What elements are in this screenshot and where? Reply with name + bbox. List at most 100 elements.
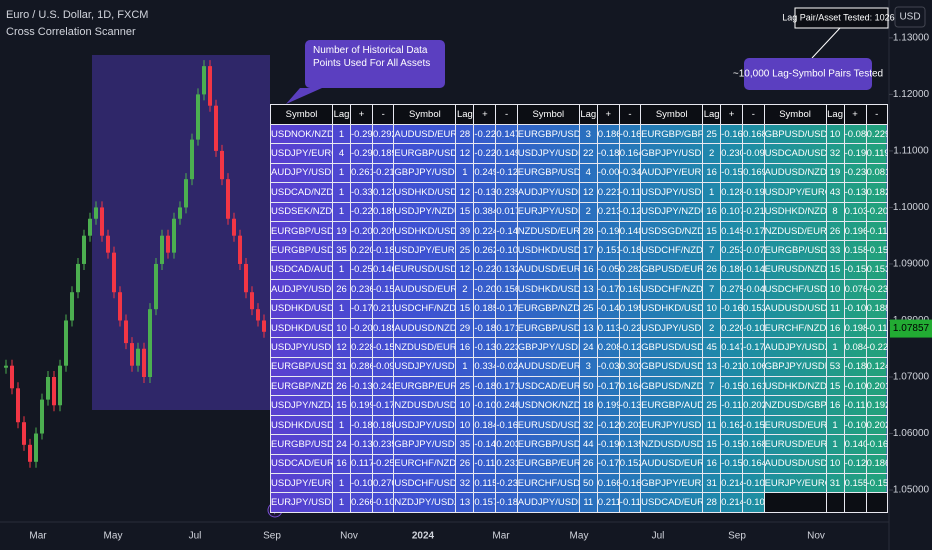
table-cell: EURGBP/AUDJPY <box>640 395 704 416</box>
table-cell: 28 <box>455 123 475 145</box>
table-cell: 0.196 <box>843 220 867 242</box>
table-cell: -0.171 <box>596 376 620 397</box>
table-cell: 12 <box>455 182 475 203</box>
table-cell: EURUSD/USDCAD <box>516 414 580 436</box>
column-header: Symbol <box>270 104 333 125</box>
table-cell: 12 <box>455 259 475 281</box>
callout-tail <box>286 88 322 104</box>
table-cell: EURGBP/USDSGD <box>516 162 580 184</box>
table-cell: 0.202 <box>865 414 888 436</box>
table-cell: -0.102 <box>742 492 765 513</box>
table-cell: 50 <box>578 473 598 494</box>
candle <box>100 207 104 236</box>
table-cell: 10 <box>455 395 475 416</box>
table-cell: USDCAD/NZDJPY <box>270 182 333 203</box>
table-cell: 7 <box>702 376 722 397</box>
table-cell: 1 <box>825 434 845 455</box>
table-cell: 0.185 <box>473 298 497 319</box>
table-cell: 28 <box>702 492 722 513</box>
table-cell: -0.222 <box>618 317 642 339</box>
currency-label[interactable]: USD <box>899 12 920 23</box>
table-cell: 18 <box>578 395 598 416</box>
table-cell: 0.084 <box>843 337 867 358</box>
table-cell: 15 <box>702 434 722 455</box>
table-cell: USDNOK/NZDJPY <box>270 123 333 145</box>
table-row: USDCAD/EURCHF160.117-0.255EURCHF/NZDJPY2… <box>270 453 888 475</box>
table-cell: NZDUSD/EURCHF <box>763 220 827 242</box>
callout-line <box>811 27 841 59</box>
table-cell-empty <box>865 492 888 513</box>
column-header: + <box>596 104 620 125</box>
table-cell: 0.158 <box>843 240 867 261</box>
table-cell: 11 <box>825 298 845 319</box>
table-cell: USDJPY/EURGBP <box>270 143 333 164</box>
table-cell: USDHKD/USDSGD <box>270 317 333 339</box>
table-cell: 1 <box>825 337 845 358</box>
table-cell: 0.103 <box>843 201 867 222</box>
candle <box>184 179 188 208</box>
table-cell: -0.120 <box>495 162 518 184</box>
table-cell: -0.046 <box>742 279 765 300</box>
table-cell: -0.142 <box>495 220 518 242</box>
candle <box>190 139 194 180</box>
table-cell: -0.097 <box>742 143 765 164</box>
table-cell: 1 <box>332 162 351 184</box>
table-cell: -0.189 <box>473 317 497 339</box>
table-cell: -0.163 <box>618 473 642 494</box>
table-cell: 3 <box>578 123 598 145</box>
candle <box>40 399 44 434</box>
candle <box>70 292 74 321</box>
table-cell: -0.166 <box>865 434 888 455</box>
last-price-label: 1.07857 <box>893 323 930 334</box>
table-cell: USDHKD/USDDKK <box>393 182 457 203</box>
header-row: Symbol Lag + - Symbol Lag + - Symbol Lag + - Symbol L… <box>270 104 888 125</box>
table-cell: 12 <box>455 143 475 164</box>
table-cell: EURJPY/USDNOK <box>270 492 333 513</box>
table-row: EURGBP/USDHKD350.220-0.187USDJPY/EURGBP2… <box>270 240 888 261</box>
column-header: Lag <box>825 104 845 125</box>
table-cell: USDJPY/USDHKD <box>393 414 457 436</box>
price-tick-label: 1.09000 <box>893 259 930 270</box>
table-cell: -0.218 <box>742 201 765 222</box>
last-price-tag <box>890 319 932 338</box>
table-cell: 0.164 <box>742 453 765 475</box>
table-cell: 0.334 <box>473 356 497 378</box>
time-tick-label: Sep <box>263 531 281 542</box>
table-cell: 0.168 <box>742 123 765 145</box>
table-cell: 0.235 <box>371 434 395 455</box>
table-cell: GBPUSD/USDHKD <box>763 123 827 145</box>
table-cell: -0.106 <box>473 395 497 416</box>
table-cell: 33 <box>825 240 845 261</box>
table-cell: USDSEK/NZDJPY <box>270 201 333 222</box>
table-cell: -0.140 <box>596 298 620 319</box>
table-cell: NZDUSD/USDDKK <box>640 434 704 455</box>
callout-text: Number of Historical Data Points Used Fo… <box>313 45 431 69</box>
table-cell: EURGBP/NZDJPY <box>516 298 580 319</box>
table-cell: 0.236 <box>350 279 373 300</box>
table-cell: 15 <box>455 201 475 222</box>
table-cell: 25 <box>455 376 475 397</box>
table-cell: 13 <box>702 356 722 378</box>
table-row: USDCAD/NZDJPY1-0.3380.123USDHKD/USDDKK12… <box>270 182 888 203</box>
table-cell: 12 <box>578 182 598 203</box>
table-cell: 1 <box>702 182 722 203</box>
table-cell: 35 <box>332 240 351 261</box>
table-cell: USDSGD/NZDJPY <box>640 220 704 242</box>
table-cell: EURGBP/EURCHF <box>516 453 580 475</box>
candle <box>238 235 242 264</box>
table-cell: -0.190 <box>596 220 620 242</box>
table-cell: 44 <box>578 434 598 455</box>
table-cell: -0.126 <box>618 201 642 222</box>
table-cell: 0.199 <box>350 395 373 416</box>
table-cell: AUDUSD/EURJPY <box>640 453 704 475</box>
price-tick-label: 1.06000 <box>893 428 930 439</box>
table-cell: 15 <box>332 395 351 416</box>
table-cell: 0.147 <box>720 337 744 358</box>
currency-button[interactable] <box>894 6 926 28</box>
candle <box>76 263 80 293</box>
time-tick-label: Jul <box>652 531 665 542</box>
table-cell: EURGBP/USDSGD <box>516 434 580 455</box>
table-cell: -0.235 <box>865 279 888 300</box>
table-cell: 45 <box>702 337 722 358</box>
table-cell: -0.258 <box>350 259 373 281</box>
